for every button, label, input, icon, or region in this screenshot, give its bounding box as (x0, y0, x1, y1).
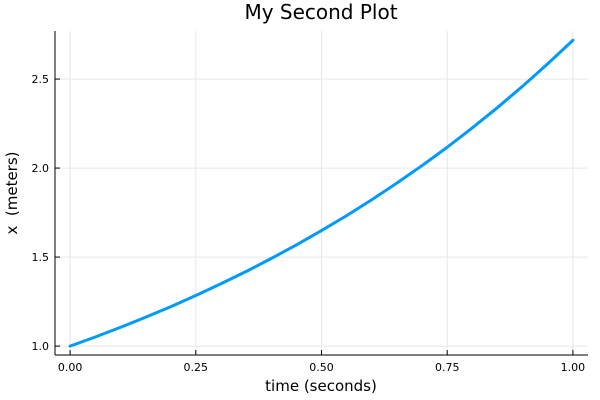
x-tick-label: 0.00 (58, 361, 83, 374)
x-tick-label: 0.50 (309, 361, 334, 374)
y-tick-label: 1.5 (32, 251, 50, 264)
x-tick-label: 1.00 (561, 361, 586, 374)
y-tick-label: 2.0 (32, 162, 50, 175)
x-axis-title: time (seconds) (265, 377, 377, 395)
y-tick-label: 2.5 (32, 73, 50, 86)
x-tick-label: 0.25 (184, 361, 209, 374)
series (68, 38, 575, 348)
y-axis-title: x (meters) (3, 151, 21, 234)
ticks: 0.00 0.25 0.50 0.75 1.00 1.0 1.5 2.0 2.5 (32, 73, 586, 374)
series-line (68, 38, 575, 348)
chart-title: My Second Plot (244, 0, 397, 24)
x-tick-label: 0.75 (435, 361, 460, 374)
y-tick-label: 1.0 (32, 340, 50, 353)
grid (55, 31, 588, 355)
